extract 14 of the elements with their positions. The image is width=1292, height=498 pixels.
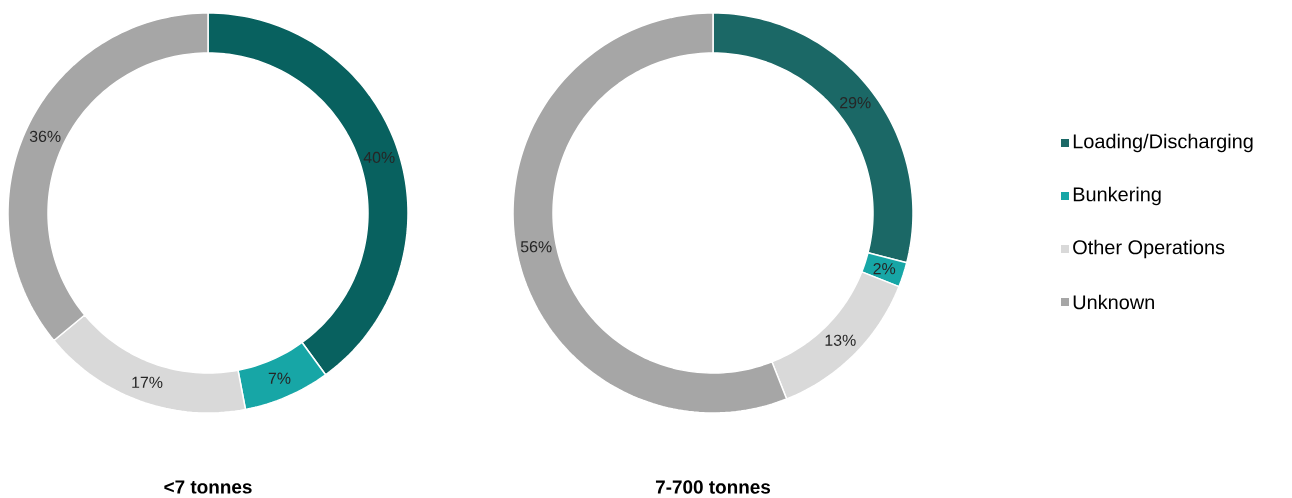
legend-label: Bunkering [1073, 186, 1161, 206]
legend-label: Unknown [1073, 294, 1154, 310]
data-label: 40% [363, 151, 395, 164]
data-label: 36% [29, 130, 61, 142]
data-label: 29% [840, 97, 871, 109]
legend-label: Other Operations [1073, 239, 1225, 259]
data-label: 7% [268, 372, 291, 384]
text: 7-700 tonnes [655, 480, 771, 494]
text: <7 tonnes [164, 480, 252, 494]
legend-label: Loading/Discharging [1073, 133, 1253, 153]
data-label: 17% [132, 376, 163, 388]
data-label: 13% [825, 334, 856, 346]
data-label: 56% [520, 241, 552, 253]
data-label: 2% [873, 263, 896, 275]
